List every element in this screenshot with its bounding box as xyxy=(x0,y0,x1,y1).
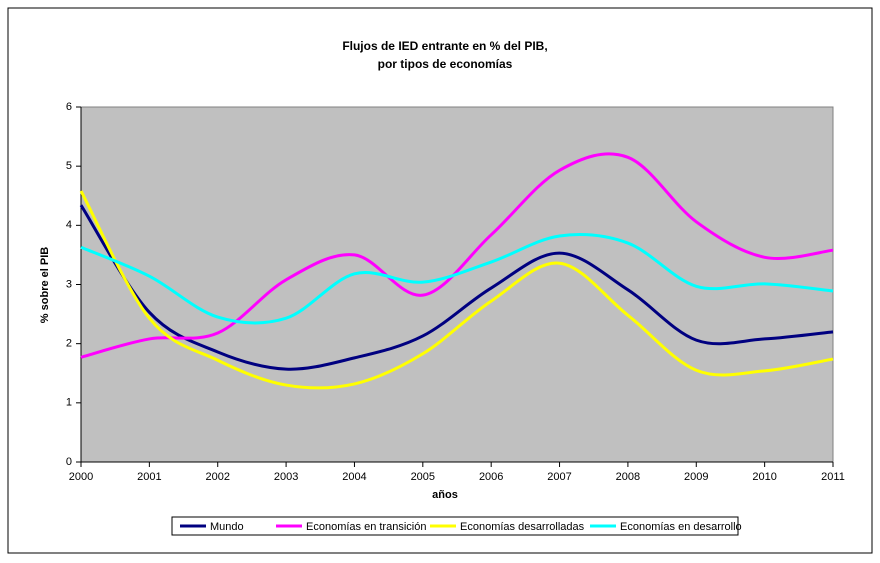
line-series xyxy=(79,204,834,371)
y-tick-label: 2 xyxy=(66,338,72,350)
legend-label: Economías en desarrollo xyxy=(620,521,742,533)
x-tick-label: 2004 xyxy=(342,471,366,483)
y-axis-title: % sobre el PIB xyxy=(39,247,51,323)
y-tick-label: 0 xyxy=(66,456,72,468)
x-tick-label: 2009 xyxy=(684,471,708,483)
line-series xyxy=(80,233,834,325)
x-tick-label: 2010 xyxy=(752,471,776,483)
legend-label: Economías en transición xyxy=(306,521,426,533)
legend-label: Mundo xyxy=(210,521,244,533)
x-axis-title: años xyxy=(432,489,458,501)
x-tick-label: 2005 xyxy=(411,471,435,483)
chart-title: Flujos de IED entrante en % del PIB, xyxy=(342,39,547,53)
chart-title: por tipos de economías xyxy=(378,57,513,71)
x-tick-label: 2011 xyxy=(821,471,845,483)
x-tick-label: 2007 xyxy=(547,471,571,483)
y-tick-label: 3 xyxy=(66,278,72,290)
legend-label: Economías desarrolladas xyxy=(460,521,585,533)
plot-area xyxy=(80,106,834,463)
y-tick-label: 6 xyxy=(66,101,72,113)
y-tick-label: 5 xyxy=(66,160,72,172)
y-tick-label: 1 xyxy=(66,397,72,409)
x-tick-label: 2003 xyxy=(274,471,298,483)
line-series xyxy=(80,152,834,359)
x-tick-label: 2008 xyxy=(616,471,640,483)
line-series xyxy=(79,190,834,390)
x-tick-label: 2006 xyxy=(479,471,503,483)
x-tick-label: 2002 xyxy=(205,471,229,483)
x-tick-label: 2000 xyxy=(69,471,93,483)
y-tick-label: 4 xyxy=(66,219,72,231)
x-tick-label: 2001 xyxy=(137,471,161,483)
